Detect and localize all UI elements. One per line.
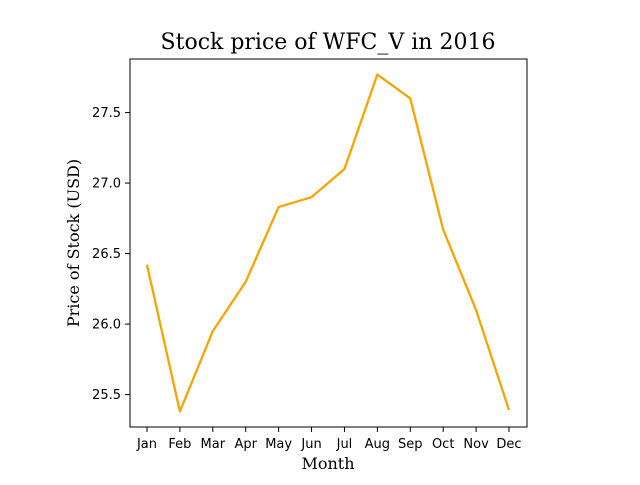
x-tick-label: Apr [234, 437, 257, 452]
x-axis-label: Month [301, 454, 354, 473]
y-axis: 25.5 26.0 26.5 27.0 27.5 [92, 106, 130, 403]
x-tick-label: Oct [432, 437, 454, 452]
x-tick-label: Dec [496, 437, 521, 452]
x-tick-label: Feb [168, 437, 191, 452]
chart-title: Stock price of WFC_V in 2016 [161, 30, 496, 55]
x-tick-label: Aug [365, 437, 390, 452]
x-tick-label: Jul [336, 437, 353, 452]
x-axis: Jan Feb Mar Apr May Jun Jul Aug Sep Oct Nov Dec [136, 427, 522, 452]
plot-frame [130, 59, 527, 427]
series-line [147, 75, 509, 412]
x-tick-label: Jan [136, 437, 157, 452]
y-tick-label: 26.5 [92, 247, 121, 262]
x-tick-label: Jun [300, 437, 321, 452]
x-tick-label: May [265, 437, 292, 452]
y-tick-label: 25.5 [92, 388, 121, 403]
series-layer [147, 74, 509, 411]
x-tick-label: Sep [398, 437, 423, 452]
y-tick-label: 26.0 [92, 318, 121, 333]
y-tick-label: 27.0 [92, 177, 121, 192]
x-tick-label: Mar [201, 437, 226, 452]
y-axis-label: Price of Stock (USD) [64, 159, 83, 327]
x-tick-label: Nov [463, 437, 489, 452]
y-tick-label: 27.5 [92, 106, 121, 121]
